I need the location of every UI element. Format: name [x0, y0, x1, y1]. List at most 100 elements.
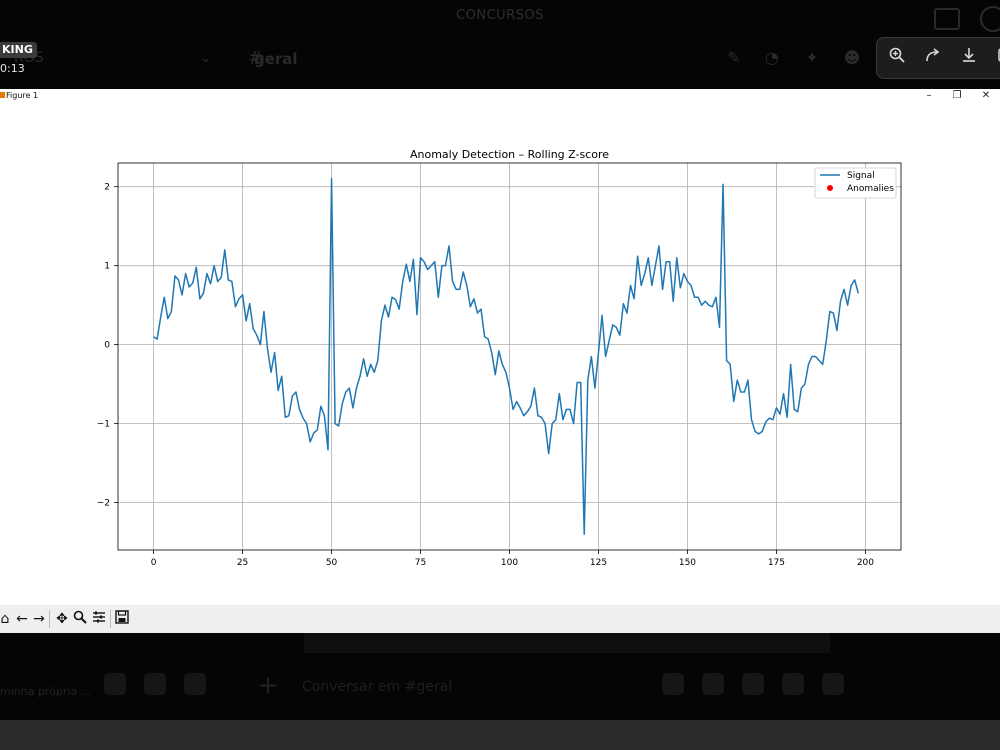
- signal-point: [552, 423, 553, 424]
- sticker-icon[interactable]: [742, 673, 764, 695]
- signal-point: [740, 391, 741, 392]
- taskbar-strip: [0, 720, 1000, 750]
- home-icon[interactable]: ⌂: [0, 611, 10, 627]
- save-icon[interactable]: [113, 610, 131, 628]
- signal-point: [609, 340, 610, 341]
- emoji-icon[interactable]: [782, 673, 804, 695]
- signal-point: [423, 261, 424, 262]
- plus-icon[interactable]: +: [258, 671, 279, 699]
- signal-point: [228, 279, 229, 280]
- signal-point: [217, 281, 218, 282]
- settings-icon[interactable]: [184, 673, 206, 695]
- configure-subplots-icon[interactable]: [90, 610, 108, 628]
- gift-icon[interactable]: [662, 673, 684, 695]
- bell-icon[interactable]: ◔: [765, 48, 779, 67]
- signal-point: [324, 415, 325, 416]
- zoom-in-icon[interactable]: [885, 46, 909, 70]
- signal-point: [466, 285, 467, 286]
- signal-line: [153, 178, 860, 535]
- signal-point: [833, 312, 834, 313]
- signal-point: [698, 297, 699, 298]
- channel-name[interactable]: geral: [254, 50, 298, 68]
- x-tick-label: 125: [590, 558, 607, 568]
- members-icon[interactable]: ☻: [843, 48, 861, 67]
- signal-point: [655, 265, 656, 266]
- back-arrow-icon[interactable]: ←: [16, 611, 28, 627]
- threads-icon[interactable]: ✎: [727, 48, 741, 67]
- signal-point: [858, 293, 859, 294]
- signal-point: [256, 335, 257, 336]
- user-name[interactable]: minha própria ...: [0, 685, 92, 698]
- signal-point: [591, 356, 592, 357]
- help-icon[interactable]: [980, 6, 1000, 32]
- x-tick-label: 0: [151, 558, 157, 568]
- signal-point: [815, 356, 816, 357]
- copy-icon[interactable]: [991, 46, 1000, 70]
- anomaly-plot[interactable]: 0 25 50 75 100 125 150 175 200 −2 −1 0 1 2 Anomaly De…: [0, 103, 1000, 605]
- signal-point: [181, 294, 182, 295]
- signal-point: [737, 380, 738, 381]
- signal-point: [594, 387, 595, 388]
- close-button[interactable]: ✕: [981, 90, 991, 101]
- background-strip: [304, 633, 830, 653]
- signal-point: [231, 281, 232, 282]
- signal-point: [577, 382, 578, 383]
- signal-point: [480, 309, 481, 310]
- signal-point: [274, 352, 275, 353]
- signal-point: [171, 311, 172, 312]
- signal-point: [751, 419, 752, 420]
- share-icon[interactable]: [921, 46, 945, 70]
- inbox-icon[interactable]: [934, 8, 960, 30]
- microphone-icon[interactable]: [104, 673, 126, 695]
- signal-point: [196, 267, 197, 268]
- download-icon[interactable]: [957, 46, 981, 70]
- signal-point: [317, 429, 318, 430]
- signal-point: [206, 273, 207, 274]
- y-tick-label: −2: [97, 499, 110, 509]
- signal-point: [292, 395, 293, 396]
- signal-point: [213, 265, 214, 266]
- signal-point: [598, 352, 599, 353]
- signal-point: [367, 376, 368, 377]
- signal-point: [335, 423, 336, 424]
- signal-point: [701, 305, 702, 306]
- signal-point: [491, 352, 492, 353]
- signal-point: [203, 293, 204, 294]
- x-tick-label: 100: [501, 558, 518, 568]
- signal-point: [794, 409, 795, 410]
- signal-point: [445, 265, 446, 266]
- signal-point: [612, 324, 613, 325]
- signal-point: [221, 277, 222, 278]
- signal-point: [523, 415, 524, 416]
- signal-point: [495, 374, 496, 375]
- apps-icon[interactable]: [822, 673, 844, 695]
- headphones-icon[interactable]: [144, 673, 166, 695]
- signal-point: [281, 376, 282, 377]
- x-tick-label: 50: [326, 558, 338, 568]
- message-input[interactable]: Conversar em #geral: [302, 679, 453, 695]
- signal-point: [630, 285, 631, 286]
- minimize-button[interactable]: –: [926, 90, 932, 101]
- chevron-down-icon[interactable]: ⌄: [200, 50, 212, 66]
- signal-point: [673, 301, 674, 302]
- signal-point: [544, 423, 545, 424]
- signal-point: [399, 309, 400, 310]
- zoom-rect-icon[interactable]: [71, 610, 89, 628]
- signal-point: [687, 281, 688, 282]
- recording-badge: KING: [0, 42, 37, 58]
- restore-button[interactable]: ❐: [952, 90, 962, 101]
- pin-icon[interactable]: ✦: [805, 48, 819, 67]
- signal-point: [384, 305, 385, 306]
- plot-grid: [118, 163, 901, 550]
- signal-point: [562, 419, 563, 420]
- signal-point: [851, 285, 852, 286]
- signal-point: [769, 418, 770, 419]
- signal-point: [605, 356, 606, 357]
- x-tick-label: 200: [857, 558, 874, 568]
- signal-point: [690, 285, 691, 286]
- forward-arrow-icon[interactable]: →: [33, 611, 45, 627]
- gif-icon[interactable]: [702, 673, 724, 695]
- signal-point: [569, 409, 570, 410]
- pan-icon[interactable]: ✥: [56, 611, 68, 627]
- signal-point: [719, 327, 720, 328]
